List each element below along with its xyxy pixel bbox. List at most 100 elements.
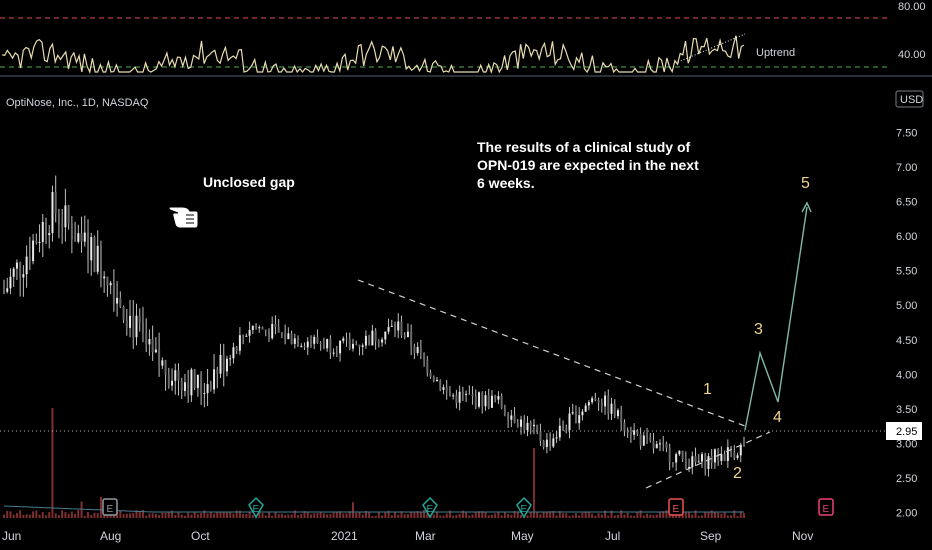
- candle-body: [697, 461, 700, 463]
- price-tick-label: 3.00: [896, 439, 917, 451]
- candle-body: [196, 374, 199, 389]
- candle-body: [410, 331, 413, 347]
- candle-body: [452, 395, 455, 397]
- volume-bar: [665, 510, 668, 518]
- volume-bar: [581, 512, 584, 518]
- volume-bar: [513, 511, 516, 518]
- candle-body: [280, 332, 283, 334]
- candle-body: [203, 393, 206, 395]
- volume-bar: [19, 510, 22, 518]
- earnings-marker: E: [668, 498, 684, 516]
- candle-body: [38, 241, 41, 243]
- candle-body: [565, 428, 568, 430]
- candle-body: [355, 343, 358, 345]
- volume-bar: [487, 515, 490, 518]
- candle-body: [122, 306, 125, 320]
- candle-body: [465, 393, 468, 395]
- candle-body: [681, 450, 684, 460]
- volume-bar: [616, 514, 619, 518]
- volume-bar: [587, 511, 590, 518]
- candle-body: [15, 262, 18, 269]
- candle-body: [668, 447, 671, 463]
- volume-bar: [416, 511, 419, 518]
- currency-label: USD: [900, 94, 923, 106]
- candle-body: [507, 413, 510, 420]
- candle-body: [322, 344, 325, 349]
- volume-bar: [578, 515, 581, 518]
- volume-bar: [15, 513, 18, 518]
- volume-bar: [22, 514, 25, 518]
- volume-bar: [481, 511, 484, 518]
- candle-body: [87, 232, 90, 261]
- candle-body: [439, 379, 442, 390]
- candle-body: [542, 441, 545, 447]
- osc-trend-label: Uptrend: [756, 47, 795, 59]
- volume-bar: [503, 512, 506, 518]
- volume-bar: [290, 514, 293, 518]
- candle-body: [616, 410, 619, 417]
- candle-body: [64, 205, 67, 228]
- price-pane: OptiNose, Inc., 1D, NASDAQ 1 2 3 4 5 Unc…: [0, 90, 924, 520]
- earnings-marker-label: E: [427, 504, 434, 515]
- candle-body: [364, 335, 367, 346]
- volume-bar: [80, 501, 83, 518]
- volume-bar: [410, 511, 413, 518]
- candle-body: [258, 327, 261, 329]
- volume-bar: [280, 513, 283, 518]
- candle-body: [183, 382, 186, 391]
- volume-bar: [529, 512, 532, 518]
- volume-bar: [267, 511, 270, 518]
- candle-body: [174, 370, 177, 381]
- volume-bar: [736, 515, 739, 518]
- volume-bar: [335, 511, 338, 518]
- candle-body: [374, 330, 377, 342]
- volume-bar: [74, 513, 77, 518]
- candle-body: [532, 424, 535, 427]
- candle-body: [297, 338, 300, 347]
- volume-bar: [90, 514, 93, 518]
- candle-body: [351, 343, 354, 349]
- volume-bar: [232, 513, 235, 518]
- volume-bar: [138, 511, 141, 518]
- volume-bar: [649, 514, 652, 518]
- volume-bar: [594, 515, 597, 518]
- candle-body: [458, 391, 461, 403]
- volume-bar: [25, 514, 28, 518]
- candle-body: [303, 346, 306, 348]
- candle-body: [187, 382, 190, 396]
- candle-body: [119, 297, 122, 307]
- volume-bar: [636, 511, 639, 518]
- candle-body: [513, 415, 516, 423]
- volume-bar: [439, 515, 442, 518]
- candle-body: [235, 347, 238, 351]
- volume-bar: [238, 510, 241, 518]
- candle-body: [251, 325, 254, 330]
- volume-bar: [103, 515, 106, 518]
- candle-body: [710, 456, 713, 463]
- time-tick-label: Jun: [2, 529, 21, 543]
- volume-bar: [526, 515, 529, 518]
- candle-body: [384, 331, 387, 340]
- candle-body: [494, 395, 497, 400]
- candle-body: [90, 237, 93, 261]
- volume-bar: [183, 515, 186, 518]
- volume-bar: [675, 514, 678, 518]
- volume-bar: [161, 512, 164, 518]
- time-tick-label: Oct: [191, 529, 210, 543]
- volume-bar: [381, 515, 384, 518]
- volume-bar: [261, 513, 264, 518]
- time-tick-label: Sep: [700, 529, 722, 543]
- candle-body: [613, 403, 616, 417]
- volume-bar: [158, 515, 161, 518]
- volume-bar: [639, 510, 642, 518]
- candle-body: [478, 392, 481, 407]
- volume-bar: [274, 511, 277, 518]
- candle-body: [135, 315, 138, 338]
- candle-body: [713, 449, 716, 463]
- candle-body: [426, 359, 429, 373]
- candle-body: [316, 336, 319, 343]
- candle-body: [225, 358, 228, 372]
- price-tick-label: 7.50: [896, 127, 917, 139]
- volume-bar: [694, 510, 697, 518]
